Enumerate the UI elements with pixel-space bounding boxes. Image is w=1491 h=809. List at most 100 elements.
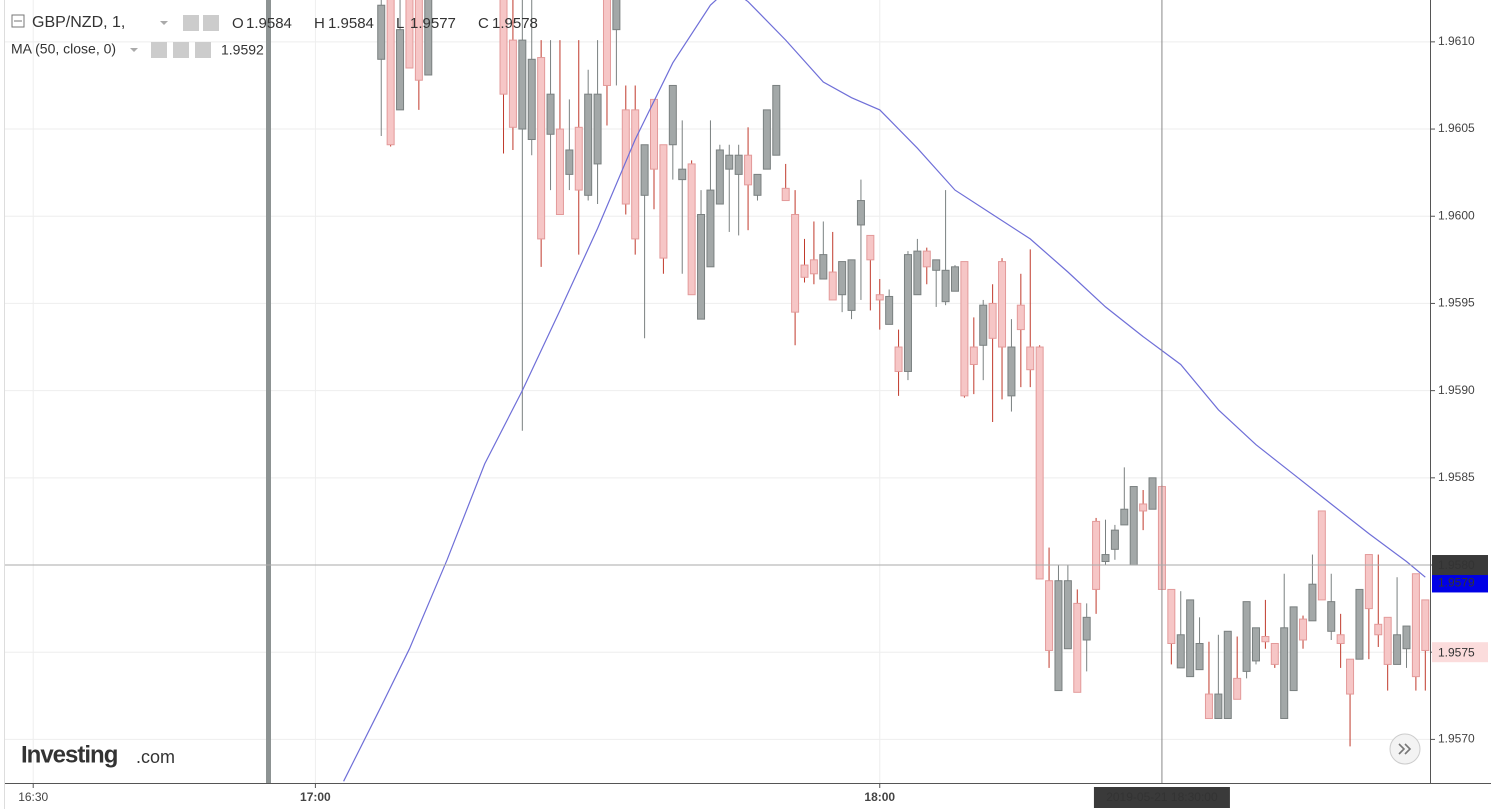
candle-body [979, 304, 988, 346]
close-icon[interactable] [195, 42, 211, 58]
candle-body [396, 29, 405, 111]
candle-body [1186, 599, 1195, 678]
logo: Investing [21, 741, 118, 768]
candle-body [1120, 508, 1129, 526]
candle-body [960, 261, 969, 397]
last-price-box [1432, 642, 1488, 663]
candle-body [809, 259, 818, 275]
indicator-name: MA (50, close, 0) [11, 41, 116, 57]
collapse-icon[interactable] [11, 14, 25, 28]
candle-body [988, 302, 997, 339]
candle-body [1421, 599, 1430, 651]
candle-body [1364, 554, 1373, 610]
candle-body [1139, 503, 1148, 512]
candle-body [1346, 658, 1355, 695]
legend-value: 1.9578 [492, 15, 538, 32]
candle-body [565, 149, 574, 175]
candle-body [1308, 583, 1317, 622]
candle-body [1176, 634, 1185, 669]
settings-icon[interactable] [203, 15, 219, 31]
eye-icon[interactable] [183, 15, 199, 31]
candle-body [527, 58, 536, 141]
candle-body [1289, 606, 1298, 692]
candle-body [1327, 601, 1336, 632]
candle-body [1317, 510, 1326, 601]
y-tick-label: 1.9600 [1438, 208, 1475, 222]
candle-body [1054, 580, 1063, 692]
candle-body [414, 0, 423, 81]
candle-body [659, 144, 668, 259]
candle-body [631, 109, 640, 240]
settings-icon[interactable] [173, 42, 189, 58]
indicator-price-box [1432, 572, 1488, 593]
candle-body [1355, 588, 1364, 660]
candle-body [640, 144, 649, 196]
candle-body [913, 250, 922, 296]
candle-body [847, 259, 856, 311]
indicator-price-label: 1.9579 [1438, 576, 1475, 590]
candle-body [1223, 630, 1232, 719]
candle-body [1402, 625, 1411, 650]
candle-body [1026, 346, 1035, 371]
crosshair-time-label: 2019-05-21 18:30:00 [1106, 790, 1218, 804]
dropdown-arrow[interactable] [130, 48, 138, 52]
y-tick-label: 1.9585 [1438, 470, 1475, 484]
candle-body [706, 189, 715, 268]
candle-body [537, 57, 546, 240]
candle-body [1167, 588, 1176, 644]
candle-body [1110, 529, 1119, 550]
candle-body [1035, 346, 1044, 580]
plot-area [343, 0, 1430, 782]
x-tick-label: 17:00 [300, 790, 331, 804]
candle-body [903, 254, 912, 372]
candle-body [1016, 304, 1025, 331]
candle-body [715, 149, 724, 205]
dropdown-arrow[interactable] [160, 21, 168, 25]
candle-body [405, 0, 414, 69]
candle-body [875, 294, 884, 301]
candle-body [508, 39, 517, 128]
session-separator [266, 0, 271, 783]
candle-body [1374, 623, 1383, 636]
candle-body [753, 173, 762, 196]
candle-body [1063, 580, 1072, 650]
candle-body [1383, 616, 1392, 665]
candle-body [932, 259, 941, 271]
legend-value: 1.9584 [246, 15, 292, 32]
candle-body [856, 200, 865, 226]
legend-key: H [314, 15, 325, 32]
candle-body [791, 213, 800, 313]
legend-key: L [396, 15, 404, 32]
scroll-right-icon [1398, 743, 1412, 755]
candle-body [772, 84, 781, 156]
candle-body [1411, 573, 1420, 678]
candle-body [1082, 616, 1091, 641]
x-tick-label: 16:30 [18, 790, 48, 804]
candle-body [386, 0, 395, 146]
candle-body [998, 261, 1007, 348]
eye-icon[interactable] [151, 42, 167, 58]
candle-body [697, 213, 706, 320]
indicator-value: 1.9592 [221, 42, 264, 58]
candle-body [941, 269, 950, 303]
candle-body [1393, 634, 1402, 665]
legend-value: 1.9577 [410, 15, 456, 32]
candle-body [725, 154, 734, 170]
crosshair [5, 0, 1430, 783]
candle-body [1261, 636, 1270, 643]
candle-body [602, 0, 611, 86]
candle-body [1101, 554, 1110, 563]
candle-body [1299, 618, 1308, 641]
candle-body [1195, 642, 1204, 671]
candle-body [668, 84, 677, 146]
crosshair-price-label: 1.9580 [1438, 558, 1475, 572]
candle-body [1045, 580, 1054, 651]
candle-body [1233, 677, 1242, 700]
candle-body [574, 126, 583, 191]
candle-body [922, 250, 931, 268]
y-tick-label: 1.9605 [1438, 121, 1475, 135]
last-price-label: 1.9575 [1438, 645, 1475, 659]
x-tick-label: 18:00 [864, 790, 895, 804]
candle-body [555, 128, 564, 215]
